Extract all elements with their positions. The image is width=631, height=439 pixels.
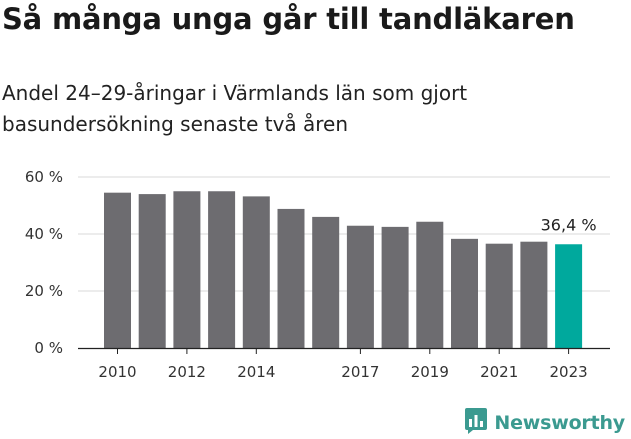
bar-2014 xyxy=(242,196,270,348)
y-tick-label: 40 % xyxy=(25,225,63,243)
data-label-2023: 36,4 % xyxy=(541,215,597,234)
x-tick-label: 2017 xyxy=(341,363,379,381)
bar-2018 xyxy=(381,226,409,348)
chart-title: Så många unga går till tandläkaren xyxy=(2,2,575,36)
y-tick-label: 60 % xyxy=(25,168,63,186)
y-tick-label: 0 % xyxy=(34,339,63,357)
bar-2021 xyxy=(485,243,513,348)
x-tick-label: 2021 xyxy=(480,363,518,381)
bar-2023 xyxy=(555,244,583,348)
chart-subtitle: Andel 24–29-åringar i Värmlands län som … xyxy=(2,81,468,136)
newsworthy-logo-icon xyxy=(464,407,488,439)
x-tick-label: 2012 xyxy=(168,363,206,381)
newsworthy-logo: Newsworthy xyxy=(464,407,625,439)
newsworthy-logo-text: Newsworthy xyxy=(494,412,625,434)
bar-2013 xyxy=(208,191,236,348)
bar-2015 xyxy=(277,208,305,348)
x-tick-label: 2019 xyxy=(411,363,449,381)
y-tick-label: 20 % xyxy=(25,282,63,300)
x-tick-label: 2023 xyxy=(550,363,588,381)
bar-2019 xyxy=(416,221,444,348)
x-tick-label: 2014 xyxy=(237,363,275,381)
bar-2012 xyxy=(173,191,201,348)
bar-2020 xyxy=(451,238,478,348)
bar-2011 xyxy=(138,194,166,348)
x-tick-label: 2010 xyxy=(98,363,136,381)
bar-2010 xyxy=(104,192,131,348)
bar-2016 xyxy=(312,216,340,348)
bar-2017 xyxy=(346,225,374,348)
bar-2022 xyxy=(520,241,548,348)
